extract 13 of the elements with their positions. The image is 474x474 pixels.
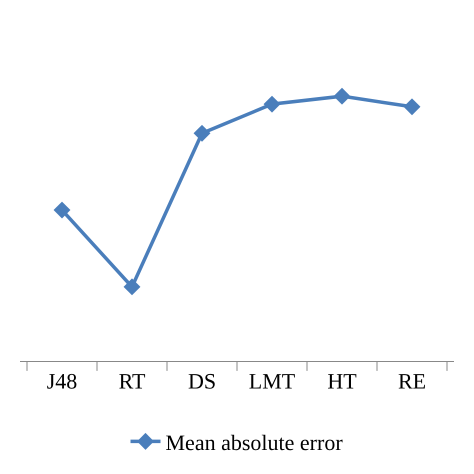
x-tick-label: J48 bbox=[46, 368, 78, 394]
point bbox=[334, 88, 350, 105]
point bbox=[54, 202, 70, 219]
point bbox=[194, 124, 210, 142]
x-tick-label: RT bbox=[118, 368, 146, 394]
x-tick-label: DS bbox=[188, 368, 216, 394]
legend-label: Mean absolute error bbox=[166, 430, 344, 455]
x-tick-label: HT bbox=[327, 368, 358, 394]
x-tick-label: LMT bbox=[248, 368, 296, 394]
point bbox=[264, 96, 280, 113]
point bbox=[124, 278, 140, 296]
point bbox=[404, 98, 420, 116]
x-tick-label: RE bbox=[398, 368, 426, 394]
